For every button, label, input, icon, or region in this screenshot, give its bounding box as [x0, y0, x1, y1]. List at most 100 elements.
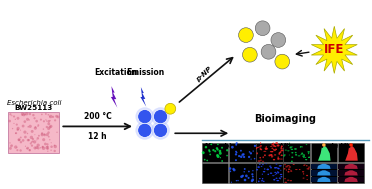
Circle shape	[217, 155, 219, 158]
Circle shape	[18, 139, 20, 141]
Circle shape	[27, 133, 28, 134]
Ellipse shape	[302, 171, 304, 172]
Ellipse shape	[262, 164, 264, 165]
Ellipse shape	[287, 180, 289, 181]
Circle shape	[226, 149, 228, 151]
Ellipse shape	[257, 147, 259, 148]
Ellipse shape	[272, 143, 275, 145]
Ellipse shape	[308, 168, 310, 170]
Circle shape	[55, 115, 58, 118]
FancyBboxPatch shape	[311, 170, 337, 176]
Ellipse shape	[308, 156, 310, 158]
Circle shape	[240, 150, 242, 152]
Circle shape	[135, 121, 154, 140]
Circle shape	[54, 145, 55, 146]
Ellipse shape	[281, 145, 283, 147]
Ellipse shape	[308, 153, 309, 154]
Circle shape	[29, 149, 31, 151]
Ellipse shape	[280, 176, 282, 177]
Ellipse shape	[274, 167, 276, 169]
Circle shape	[54, 119, 56, 122]
Ellipse shape	[295, 169, 298, 170]
Polygon shape	[317, 146, 331, 161]
Text: In Vitro: In Vitro	[272, 143, 299, 149]
Text: 12 h: 12 h	[89, 132, 107, 141]
Circle shape	[9, 147, 12, 150]
Ellipse shape	[256, 147, 257, 149]
Circle shape	[22, 114, 23, 116]
Circle shape	[44, 143, 47, 145]
Circle shape	[43, 120, 45, 122]
Circle shape	[254, 158, 255, 160]
Circle shape	[44, 133, 45, 135]
Ellipse shape	[266, 169, 269, 170]
Ellipse shape	[287, 150, 290, 151]
Circle shape	[30, 143, 32, 145]
Ellipse shape	[276, 178, 278, 179]
Ellipse shape	[280, 174, 282, 175]
Circle shape	[217, 148, 219, 151]
Circle shape	[243, 153, 245, 155]
Ellipse shape	[270, 154, 273, 156]
Ellipse shape	[272, 175, 275, 176]
Circle shape	[138, 123, 152, 137]
Ellipse shape	[275, 174, 276, 175]
Ellipse shape	[261, 180, 263, 182]
Circle shape	[22, 125, 25, 127]
Ellipse shape	[278, 156, 279, 158]
Circle shape	[32, 141, 33, 142]
Circle shape	[153, 109, 167, 124]
Circle shape	[16, 117, 19, 120]
Ellipse shape	[281, 150, 283, 151]
Circle shape	[243, 47, 257, 62]
Ellipse shape	[274, 154, 276, 156]
Ellipse shape	[273, 149, 275, 150]
Ellipse shape	[260, 145, 262, 146]
Circle shape	[40, 147, 41, 148]
Circle shape	[24, 114, 26, 115]
Ellipse shape	[283, 155, 285, 157]
Ellipse shape	[303, 165, 305, 166]
Circle shape	[41, 132, 43, 135]
Ellipse shape	[258, 180, 260, 182]
Circle shape	[54, 150, 56, 152]
Ellipse shape	[259, 164, 261, 165]
Circle shape	[49, 115, 52, 118]
Circle shape	[254, 145, 256, 147]
Ellipse shape	[302, 146, 303, 147]
Circle shape	[165, 103, 176, 114]
Text: Emission: Emission	[126, 68, 165, 77]
Circle shape	[17, 138, 20, 141]
Ellipse shape	[263, 151, 266, 152]
Circle shape	[261, 44, 276, 59]
Circle shape	[43, 128, 44, 130]
Ellipse shape	[288, 145, 289, 146]
Circle shape	[26, 118, 29, 121]
Ellipse shape	[300, 146, 302, 147]
FancyBboxPatch shape	[283, 163, 310, 183]
Circle shape	[248, 156, 250, 158]
Circle shape	[47, 127, 50, 130]
Ellipse shape	[264, 147, 267, 149]
Ellipse shape	[260, 160, 262, 161]
Ellipse shape	[272, 151, 273, 152]
Circle shape	[251, 173, 253, 175]
FancyBboxPatch shape	[202, 163, 228, 183]
Ellipse shape	[294, 148, 297, 150]
Ellipse shape	[306, 144, 307, 145]
Ellipse shape	[288, 166, 291, 168]
Circle shape	[32, 114, 35, 116]
Ellipse shape	[276, 180, 279, 181]
Circle shape	[45, 146, 49, 149]
Circle shape	[235, 144, 237, 146]
Text: 200 °C: 200 °C	[84, 112, 112, 122]
Circle shape	[29, 125, 32, 128]
Circle shape	[36, 146, 38, 147]
Circle shape	[35, 146, 38, 149]
Circle shape	[34, 134, 35, 135]
Circle shape	[46, 146, 49, 148]
Ellipse shape	[284, 164, 286, 165]
Polygon shape	[317, 164, 331, 169]
Ellipse shape	[280, 178, 281, 179]
Ellipse shape	[266, 163, 267, 164]
